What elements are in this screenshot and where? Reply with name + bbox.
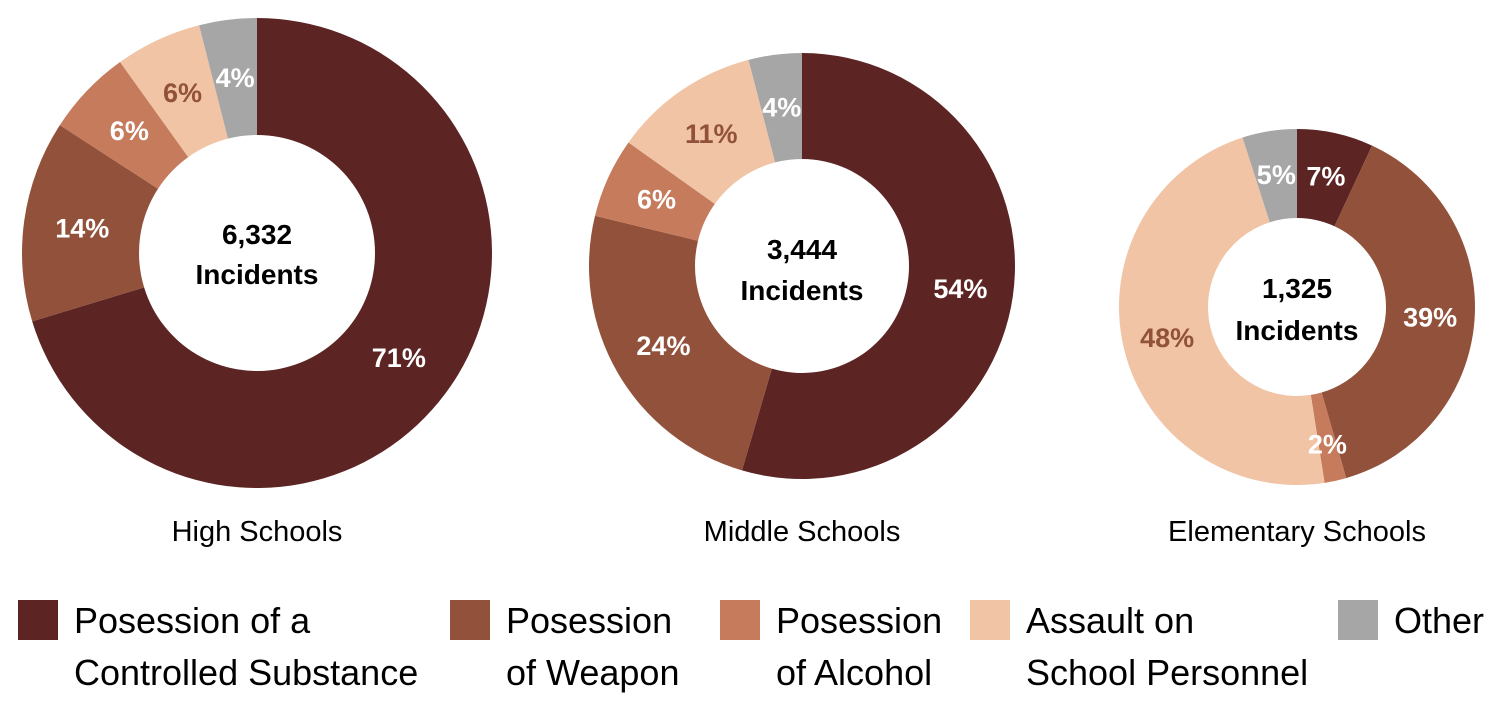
slice-label: 6%: [110, 116, 149, 146]
slice-posession-of-weapon: [589, 215, 772, 471]
legend-swatch: [970, 600, 1010, 640]
slice-label: 11%: [685, 119, 738, 149]
slice-label: 6%: [163, 78, 202, 108]
legend-swatch: [18, 600, 58, 640]
slice-posession-of-weapon: [21, 125, 159, 322]
legend-item-posession-of-weapon: Posession of Weapon: [450, 600, 679, 693]
legend-label: Posession of a: [74, 600, 311, 641]
chart-title: High Schools: [172, 516, 343, 548]
donut-high-schools: 71% 14% 6% 6% 4% 6,332 Incidents High Schools: [21, 18, 492, 548]
slice-posession-of-a-controlled-substance: [1297, 129, 1373, 227]
legend-item-posession-of-a-controlled-substance: Posession of a Controlled Substance: [18, 600, 418, 693]
legend-label: of Weapon: [506, 652, 679, 693]
legend-label: Posession: [506, 600, 672, 641]
legend-label: of Alcohol: [776, 652, 932, 693]
legend-item-other: Other: [1338, 600, 1484, 641]
slice-other: [748, 53, 802, 163]
legend-swatch: [450, 600, 490, 640]
slice-posession-of-a-controlled-substance: [32, 18, 492, 489]
slice-posession-of-alcohol: [595, 142, 715, 241]
slice-assault-on-school-personnel: [1119, 137, 1325, 485]
slice-posession-of-a-controlled-substance: [741, 53, 1015, 479]
legend-item-posession-of-alcohol: Posession of Alcohol: [720, 600, 942, 693]
center-total: 3,444: [767, 234, 837, 265]
donut-elementary-schools: 7% 39% 2% 48% 5% 1,325 Incidents Elementary Sch…: [1119, 129, 1475, 548]
slice-label: 5%: [1257, 160, 1296, 190]
slice-label: 4%: [762, 92, 801, 122]
charts-layer: 71% 14% 6% 6% 4% 6,332 Incidents High Schools 54…: [21, 18, 1475, 548]
slice-label: 48%: [1140, 323, 1194, 353]
legend-label: Other: [1394, 600, 1484, 641]
slice-label: 39%: [1403, 302, 1457, 332]
chart-title: Elementary Schools: [1168, 516, 1426, 548]
center-total: 1,325: [1262, 273, 1332, 304]
center-total: 6,332: [222, 219, 292, 250]
slice-label: 71%: [372, 343, 426, 373]
slice-label: 7%: [1306, 162, 1345, 192]
slice-assault-on-school-personnel: [628, 59, 776, 204]
slice-label: 54%: [933, 274, 987, 304]
slice-posession-of-weapon: [1321, 145, 1475, 479]
center-caption: Incidents: [1236, 315, 1359, 346]
slice-label: 24%: [636, 331, 690, 361]
slice-assault-on-school-personnel: [120, 25, 228, 158]
slice-other: [1242, 129, 1297, 223]
legend-label: Posession: [776, 600, 942, 641]
legend-swatch: [720, 600, 760, 640]
slice-posession-of-alcohol: [59, 62, 189, 189]
legend-label: School Personnel: [1026, 652, 1308, 693]
center-caption: Incidents: [741, 275, 864, 306]
donut-middle-schools: 54% 24% 6% 11% 4% 3,444 Incidents Middle School…: [589, 53, 1015, 548]
slice-label: 14%: [55, 213, 109, 243]
slice-other: [199, 18, 257, 139]
slice-label: 4%: [216, 63, 255, 93]
slice-label: 6%: [637, 185, 676, 215]
chart-title: Middle Schools: [704, 516, 901, 548]
legend-item-assault-on-school-personnel: Assault on School Personnel: [970, 600, 1308, 693]
slice-posession-of-alcohol: [1310, 392, 1347, 483]
center-caption: Incidents: [196, 259, 319, 290]
legend-label: Controlled Substance: [74, 652, 418, 693]
slice-label: 2%: [1308, 429, 1347, 459]
legend-label: Assault on: [1026, 600, 1194, 641]
legend-swatch: [1338, 600, 1378, 640]
